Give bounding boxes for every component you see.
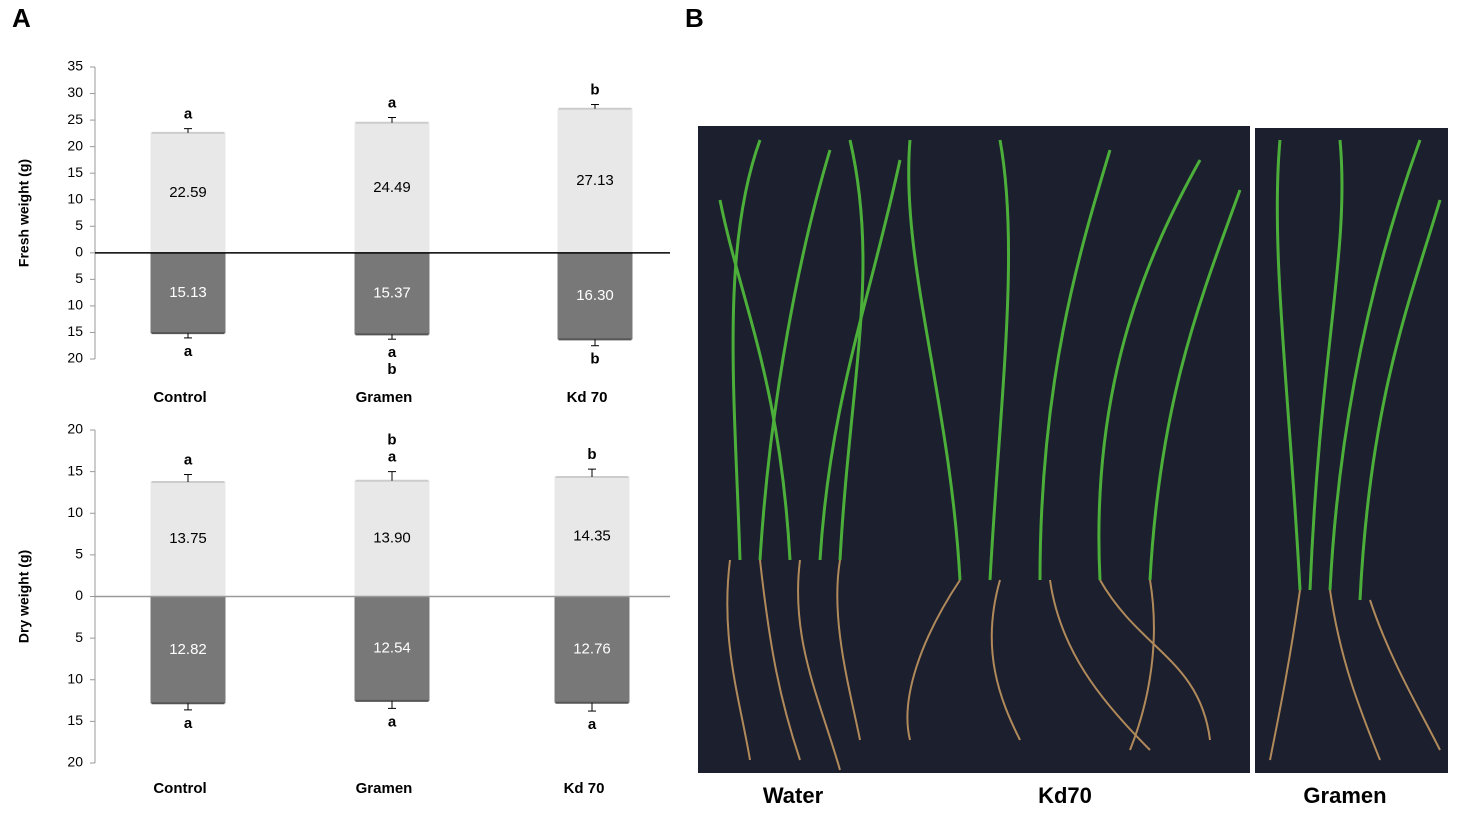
y-tick-label: 0 [75, 587, 83, 603]
y-tick-label: 5 [75, 629, 83, 645]
significance-letter: a [588, 716, 597, 733]
bar [150, 252, 226, 334]
value-label: 12.82 [169, 641, 207, 658]
y-tick-label: 10 [67, 190, 83, 206]
panel-label: A [12, 3, 31, 33]
y-tick-label: 20 [67, 421, 83, 437]
photo-background [1255, 128, 1448, 773]
y-tick-label: 5 [75, 217, 83, 233]
y-tick-label: 20 [67, 137, 83, 153]
bar [554, 477, 630, 597]
significance-letter: b [590, 351, 599, 368]
y-tick-label: 10 [67, 504, 83, 520]
y-tick-label: 15 [67, 712, 83, 728]
significance-letter: a [388, 449, 397, 466]
significance-letter: b [387, 361, 396, 378]
y-tick-label: 15 [67, 462, 83, 478]
significance-letter: a [184, 343, 193, 360]
y-tick-label: 10 [67, 297, 83, 313]
x-tick-label: Control [153, 780, 206, 797]
bar [554, 596, 630, 703]
bar [150, 482, 226, 597]
y-tick-label: 0 [75, 244, 83, 260]
y-tick-label: 5 [75, 546, 83, 562]
significance-letter: a [184, 452, 193, 469]
y-tick-label: 5 [75, 270, 83, 286]
bar [557, 108, 633, 253]
roots [726, 559, 1441, 771]
value-label: 15.13 [169, 284, 207, 301]
value-label: 14.35 [573, 528, 611, 545]
value-label: 27.13 [576, 172, 614, 189]
bar [354, 480, 430, 597]
bar [150, 132, 226, 253]
y-tick-label: 15 [67, 164, 83, 180]
x-tick-label: Gramen [356, 389, 413, 406]
significance-letter: a [184, 715, 193, 732]
y-tick-label: 10 [67, 670, 83, 686]
photo-label: Water [763, 783, 824, 808]
bar [150, 596, 226, 704]
significance-letter: b [590, 82, 599, 99]
x-tick-label: Gramen [356, 780, 413, 797]
photo-background [698, 126, 1250, 773]
y-axis-label: Dry weight (g) [16, 550, 32, 643]
bar [354, 122, 430, 253]
panel-label: B [685, 3, 704, 33]
significance-letter: b [587, 446, 596, 463]
x-tick-label: Kd 70 [564, 780, 605, 797]
y-tick-label: 35 [67, 58, 83, 74]
value-label: 16.30 [576, 287, 614, 304]
photo-label: Kd70 [1038, 783, 1092, 808]
value-label: 15.37 [373, 285, 411, 302]
significance-letter: a [388, 344, 397, 361]
y-tick-label: 20 [67, 350, 83, 366]
value-label: 13.90 [373, 530, 411, 547]
value-label: 22.59 [169, 184, 207, 201]
bar [354, 596, 430, 701]
x-tick-label: Control [153, 389, 206, 406]
bar [557, 252, 633, 340]
value-label: 24.49 [373, 179, 411, 196]
significance-letter: a [388, 94, 397, 111]
y-tick-label: 25 [67, 111, 83, 127]
value-label: 13.75 [169, 530, 207, 547]
y-axis-label: Fresh weight (g) [16, 159, 32, 267]
y-tick-label: 20 [67, 754, 83, 770]
value-label: 12.76 [573, 641, 611, 658]
significance-letter: a [184, 106, 193, 123]
leaves [718, 139, 1442, 601]
significance-letter: b [387, 432, 396, 449]
photo-label: Gramen [1303, 783, 1386, 808]
photo [698, 126, 1448, 773]
significance-letter: a [388, 713, 397, 730]
y-tick-label: 30 [67, 84, 83, 100]
y-tick-label: 15 [67, 323, 83, 339]
x-tick-label: Kd 70 [567, 389, 608, 406]
value-label: 12.54 [373, 640, 411, 657]
bar [354, 252, 430, 335]
